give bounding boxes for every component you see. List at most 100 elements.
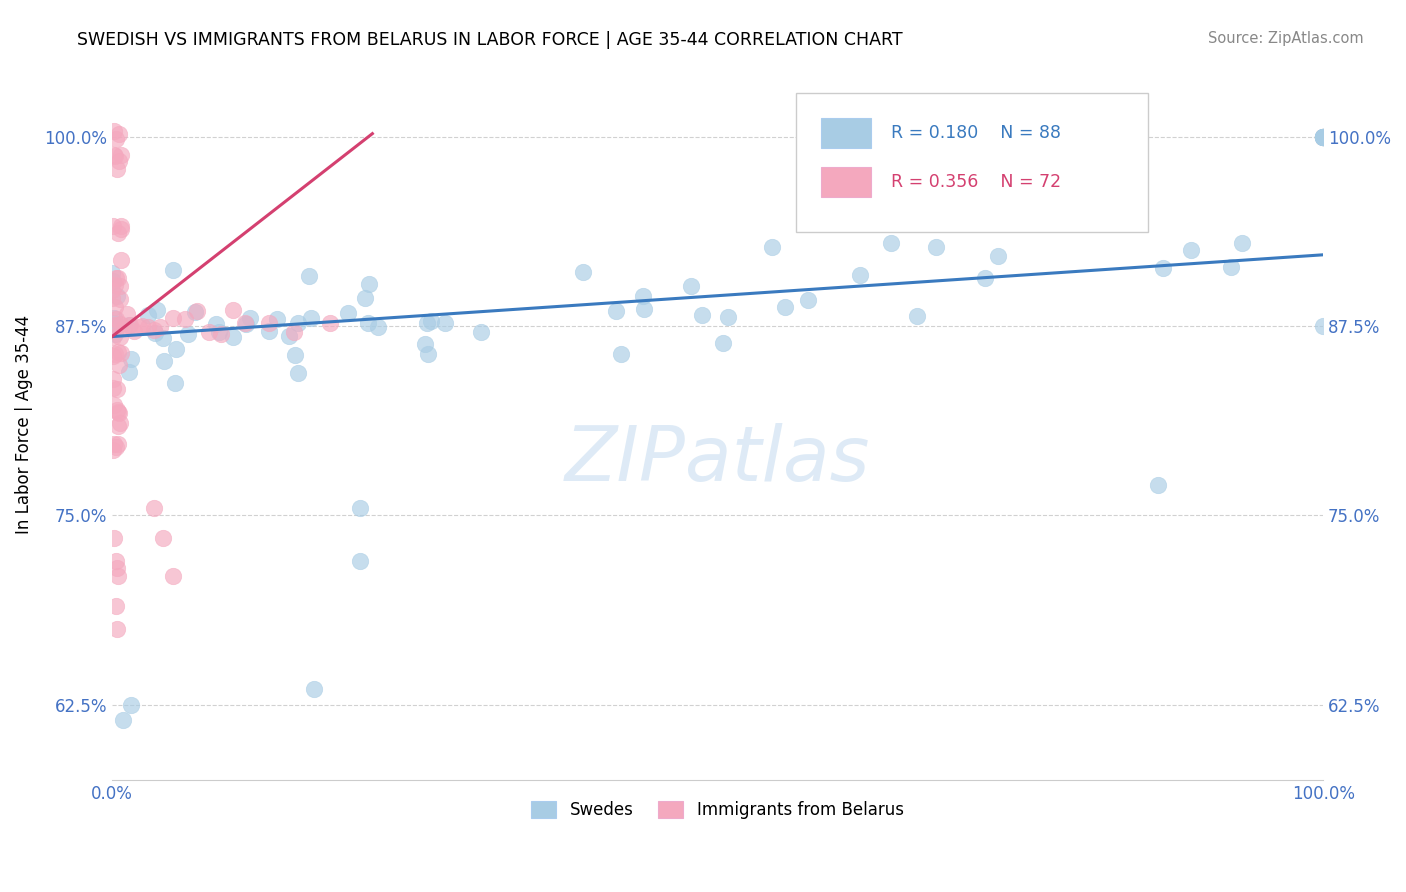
Point — [711, 335, 734, 350]
Point — [110, 148, 132, 162]
Point — [198, 325, 221, 339]
Point — [104, 271, 127, 285]
Point — [357, 316, 380, 330]
Point — [117, 318, 139, 333]
Point — [1312, 129, 1334, 144]
Point — [319, 316, 342, 330]
Point — [120, 698, 142, 712]
Point — [138, 308, 160, 322]
Point — [146, 303, 169, 318]
Point — [266, 311, 288, 326]
Point — [143, 500, 166, 515]
Point — [209, 326, 232, 341]
Point — [1147, 478, 1170, 492]
Point — [104, 301, 127, 315]
FancyBboxPatch shape — [821, 168, 872, 197]
Point — [974, 271, 997, 285]
Point — [761, 240, 783, 254]
Point — [297, 268, 319, 283]
Point — [1312, 318, 1334, 333]
Point — [162, 569, 184, 583]
Point — [610, 347, 633, 361]
Point — [470, 325, 492, 339]
Point — [717, 310, 740, 324]
Point — [110, 253, 132, 268]
Point — [302, 682, 325, 697]
Point — [184, 305, 207, 319]
FancyBboxPatch shape — [796, 94, 1147, 232]
Point — [163, 376, 186, 390]
Point — [299, 311, 322, 326]
Point — [115, 307, 138, 321]
Point — [357, 277, 380, 291]
Point — [108, 293, 131, 307]
Point — [143, 326, 166, 340]
Point — [105, 403, 128, 417]
Point — [1312, 129, 1334, 144]
Point — [1180, 243, 1202, 257]
Point — [1312, 129, 1334, 144]
Point — [283, 325, 305, 339]
Point — [112, 321, 135, 335]
Point — [118, 365, 141, 379]
Point — [104, 554, 127, 568]
Point — [848, 268, 870, 282]
Point — [987, 249, 1010, 263]
Point — [104, 277, 127, 292]
Point — [107, 437, 129, 451]
Point — [336, 306, 359, 320]
Point — [101, 291, 124, 305]
Point — [879, 235, 901, 250]
Point — [131, 319, 153, 334]
Point — [105, 561, 128, 575]
Point — [204, 317, 226, 331]
Point — [1312, 129, 1334, 144]
Point — [110, 222, 132, 236]
Point — [107, 405, 129, 419]
Point — [367, 320, 389, 334]
Point — [120, 318, 142, 332]
Point — [110, 219, 132, 234]
Point — [107, 226, 129, 240]
Point — [107, 569, 129, 583]
Point — [143, 323, 166, 337]
Point — [104, 131, 127, 145]
Point — [349, 500, 371, 515]
Point — [122, 324, 145, 338]
Point — [690, 309, 713, 323]
Point — [104, 318, 127, 332]
Point — [101, 381, 124, 395]
Point — [1312, 129, 1334, 144]
Point — [103, 350, 125, 364]
Point — [173, 312, 195, 326]
Point — [1312, 129, 1334, 144]
Point — [110, 330, 132, 344]
Point — [208, 326, 231, 340]
Point — [925, 240, 948, 254]
Point — [108, 279, 131, 293]
Point — [259, 316, 281, 330]
Point — [1152, 260, 1174, 275]
Text: R = 0.356    N = 72: R = 0.356 N = 72 — [891, 173, 1062, 192]
Point — [104, 327, 127, 342]
Point — [105, 162, 128, 177]
Point — [1312, 129, 1334, 144]
Text: ZIPatlas: ZIPatlas — [565, 423, 870, 497]
Point — [105, 622, 128, 636]
Point — [1312, 129, 1334, 144]
Point — [1312, 129, 1334, 144]
Point — [105, 440, 128, 454]
Point — [239, 310, 262, 325]
Point — [101, 443, 124, 458]
Point — [152, 331, 174, 345]
Point — [136, 319, 159, 334]
Point — [162, 311, 184, 326]
Point — [165, 342, 187, 356]
Point — [120, 351, 142, 366]
Point — [1312, 129, 1334, 144]
Point — [103, 316, 125, 330]
Point — [101, 219, 124, 234]
Text: Source: ZipAtlas.com: Source: ZipAtlas.com — [1208, 31, 1364, 46]
Point — [101, 266, 124, 280]
Point — [633, 302, 655, 317]
